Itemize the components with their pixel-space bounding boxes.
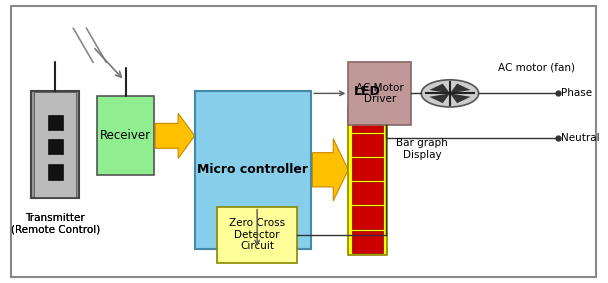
- Polygon shape: [313, 139, 348, 201]
- Text: Micro controller: Micro controller: [198, 163, 308, 176]
- Bar: [353, 134, 383, 156]
- Bar: [353, 158, 383, 180]
- Circle shape: [421, 80, 478, 107]
- Text: Zero Cross
Detector
Circuit: Zero Cross Detector Circuit: [229, 218, 285, 252]
- Bar: [48, 115, 63, 130]
- Text: Neutral: Neutral: [561, 133, 599, 143]
- Text: Bar graph
Display: Bar graph Display: [396, 138, 448, 160]
- Polygon shape: [155, 113, 195, 158]
- Text: Phase: Phase: [561, 88, 592, 98]
- Text: AC Motor
Driver: AC Motor Driver: [356, 83, 404, 104]
- Polygon shape: [429, 83, 450, 93]
- Bar: [348, 108, 387, 255]
- Bar: [32, 91, 79, 198]
- Polygon shape: [450, 93, 471, 103]
- Bar: [48, 139, 63, 154]
- Bar: [353, 206, 383, 229]
- Bar: [35, 92, 77, 197]
- Bar: [217, 207, 297, 263]
- Text: AC motor (fan): AC motor (fan): [498, 63, 575, 73]
- Bar: [195, 91, 311, 249]
- Bar: [48, 164, 63, 180]
- Text: Receiver: Receiver: [100, 129, 151, 142]
- Polygon shape: [450, 83, 471, 93]
- Bar: [348, 62, 411, 125]
- Bar: [353, 110, 383, 132]
- Text: LED: LED: [354, 85, 381, 98]
- Bar: [353, 182, 383, 204]
- Polygon shape: [429, 93, 450, 103]
- Bar: [353, 230, 383, 253]
- Text: Transmitter
(Remote Control): Transmitter (Remote Control): [11, 213, 100, 234]
- Bar: [97, 96, 154, 175]
- Text: Transmitter
(Remote Control): Transmitter (Remote Control): [11, 213, 100, 234]
